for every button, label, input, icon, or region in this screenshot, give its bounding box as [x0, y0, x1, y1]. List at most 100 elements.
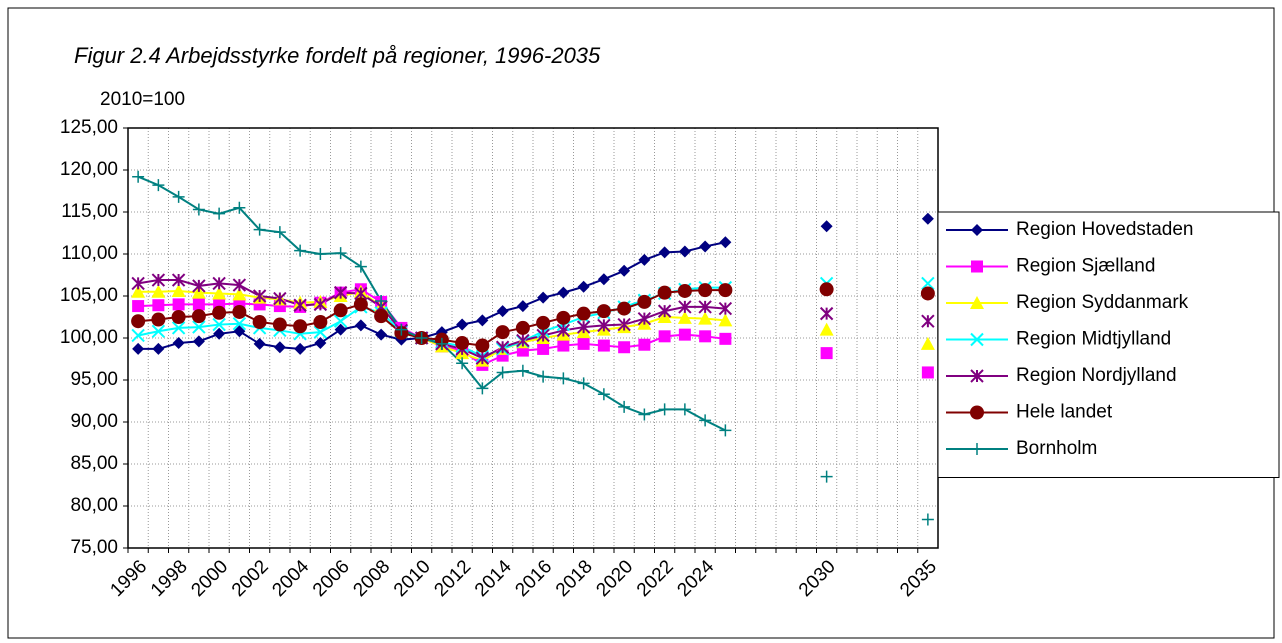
legend-label: Region Midtjylland [1016, 329, 1171, 350]
data-point [577, 377, 590, 390]
data-point [495, 325, 510, 340]
data-point [213, 327, 226, 340]
data-point [334, 323, 347, 336]
data-point [638, 338, 651, 351]
data-point [516, 300, 529, 313]
data-point [232, 278, 247, 292]
data-point [638, 253, 651, 266]
legend-marker [970, 369, 984, 383]
data-point [699, 414, 712, 427]
data-point [294, 244, 307, 257]
data-point [294, 342, 307, 355]
data-point [415, 332, 428, 344]
data-point [678, 403, 691, 416]
data-point [658, 403, 671, 416]
y-tick-label: 90,00 [70, 411, 118, 432]
data-point [252, 315, 267, 330]
data-point [314, 337, 327, 350]
data-point [192, 203, 205, 216]
data-point [354, 260, 367, 273]
data-point [678, 300, 692, 314]
y-tick-label: 105,00 [60, 285, 118, 306]
data-point [314, 248, 327, 260]
data-point [171, 273, 186, 287]
data-point [333, 314, 348, 328]
data-point [698, 311, 713, 325]
data-point [597, 318, 611, 333]
data-point [819, 282, 834, 297]
y-tick-label: 85,00 [70, 453, 118, 474]
data-point [698, 300, 712, 314]
data-point [597, 388, 610, 401]
data-point [172, 190, 185, 203]
data-point [353, 297, 368, 312]
data-point [577, 280, 590, 293]
data-point [151, 273, 166, 287]
data-point [678, 245, 691, 258]
data-point [131, 328, 145, 343]
data-point [171, 310, 186, 324]
data-point [657, 285, 672, 300]
data-point [678, 328, 691, 341]
data-point [475, 338, 490, 353]
data-point [557, 286, 570, 299]
data-point [313, 325, 328, 339]
data-point [192, 298, 205, 311]
data-point [151, 324, 166, 338]
data-point [597, 273, 610, 286]
data-point [293, 319, 308, 334]
data-point [476, 314, 489, 327]
legend-label: Region Nordjylland [1016, 365, 1177, 386]
data-point [618, 400, 631, 413]
data-point [333, 285, 348, 300]
y-tick-label: 125,00 [60, 117, 118, 138]
data-point [577, 337, 590, 350]
y-tick-label: 120,00 [60, 159, 118, 180]
data-point [698, 283, 713, 298]
data-point [820, 347, 833, 360]
data-point [921, 366, 934, 379]
data-point [132, 170, 145, 183]
data-point [819, 322, 834, 336]
data-point [719, 424, 732, 437]
data-point [131, 276, 145, 291]
y-tick-label: 115,00 [61, 201, 118, 222]
data-point [618, 264, 631, 277]
legend-marker [971, 443, 983, 455]
data-point [820, 470, 833, 483]
data-point [536, 328, 550, 343]
legend-marker [971, 224, 983, 236]
data-point [212, 276, 226, 291]
data-point [699, 240, 712, 253]
data-point [272, 317, 287, 332]
legend-label: Bornholm [1016, 438, 1097, 459]
legend-marker [970, 405, 984, 420]
data-point [921, 513, 934, 526]
legend-label: Region Sjælland [1016, 256, 1155, 277]
data-point [253, 337, 266, 350]
data-point [132, 300, 145, 313]
data-point [920, 336, 935, 350]
data-point [252, 289, 267, 303]
data-point [131, 284, 146, 298]
data-point [719, 236, 732, 249]
data-point [212, 286, 227, 300]
data-point [637, 311, 652, 326]
data-point [576, 306, 591, 321]
data-point [718, 313, 733, 327]
data-point [253, 223, 266, 236]
data-point [375, 328, 388, 341]
y-tick-label: 80,00 [70, 495, 118, 516]
data-point [617, 317, 631, 332]
data-point [719, 332, 732, 345]
data-point [333, 303, 348, 318]
data-point [152, 342, 165, 355]
data-point [212, 305, 227, 320]
data-point [273, 291, 287, 306]
data-point [191, 309, 206, 324]
legend-marker [970, 296, 984, 309]
data-point [677, 310, 692, 324]
data-point [132, 342, 145, 355]
data-point [273, 341, 286, 354]
